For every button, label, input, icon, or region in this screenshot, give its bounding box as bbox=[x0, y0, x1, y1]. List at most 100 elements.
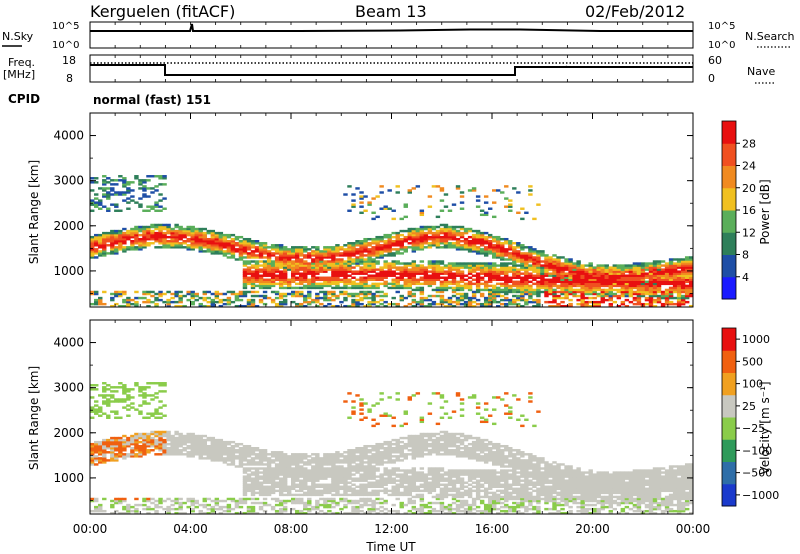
power-cell bbox=[524, 300, 529, 304]
power-cell bbox=[652, 290, 658, 294]
velocity-cell bbox=[150, 398, 155, 401]
velocity-cell bbox=[146, 505, 151, 509]
power-cell bbox=[568, 290, 573, 294]
power-cell bbox=[516, 211, 521, 215]
power-cell bbox=[592, 288, 597, 292]
velocity-cell bbox=[90, 416, 95, 419]
power-cell bbox=[242, 292, 248, 296]
power-cell bbox=[134, 227, 139, 231]
power-cell bbox=[206, 242, 211, 245]
power-cell bbox=[327, 256, 332, 259]
velocity-cell bbox=[262, 489, 268, 493]
velocity-cell bbox=[399, 475, 404, 478]
velocity-cell bbox=[186, 451, 191, 454]
power-cell bbox=[520, 254, 525, 257]
power-cell bbox=[238, 294, 244, 298]
velocity-cell bbox=[383, 447, 388, 450]
velocity-cell bbox=[242, 459, 248, 462]
power-cell bbox=[431, 237, 437, 241]
velocity-cell bbox=[395, 451, 400, 454]
velocity-cell bbox=[174, 451, 179, 454]
velocity-cell bbox=[299, 481, 304, 484]
power-cell bbox=[443, 205, 449, 208]
power-cell bbox=[592, 266, 597, 269]
power-cell bbox=[118, 179, 123, 182]
power-cell bbox=[315, 296, 320, 300]
velocity-cell bbox=[234, 501, 240, 505]
power-cell bbox=[315, 270, 320, 273]
velocity-cell bbox=[226, 505, 232, 509]
power-cell bbox=[222, 237, 228, 241]
velocity-cell bbox=[303, 493, 308, 497]
power-cell bbox=[492, 244, 497, 247]
power-cell bbox=[680, 302, 686, 306]
power-cell bbox=[475, 280, 481, 284]
power-cell bbox=[166, 240, 171, 243]
velocity-cell bbox=[218, 505, 224, 509]
power-cell bbox=[435, 288, 441, 292]
power-cell bbox=[158, 240, 163, 243]
power-cell bbox=[415, 278, 421, 282]
power-cell bbox=[395, 282, 400, 286]
power-cell bbox=[178, 300, 183, 304]
power-cell bbox=[568, 286, 573, 290]
power-cell bbox=[504, 258, 509, 261]
power-cell bbox=[487, 276, 493, 279]
power-cell bbox=[676, 266, 682, 269]
power-cell bbox=[500, 248, 505, 251]
power-cell bbox=[315, 294, 320, 298]
power-cell bbox=[367, 276, 372, 279]
power-cell bbox=[471, 264, 477, 267]
power-cell bbox=[315, 248, 320, 251]
cpid-label: CPID bbox=[8, 92, 40, 106]
power-cell bbox=[90, 290, 95, 294]
power-cell bbox=[166, 290, 171, 294]
power-cell bbox=[174, 290, 179, 294]
velocity-cell bbox=[311, 461, 316, 464]
power-cell bbox=[588, 262, 593, 265]
power-cell bbox=[282, 252, 288, 255]
power-cell bbox=[479, 288, 485, 292]
power-cell bbox=[664, 276, 670, 279]
velocity-cell bbox=[295, 463, 300, 466]
power-cell bbox=[254, 304, 260, 308]
power-cell bbox=[564, 286, 569, 290]
power-cell bbox=[375, 215, 380, 219]
power-cell bbox=[399, 266, 404, 269]
power-cell bbox=[616, 264, 622, 267]
power-cell bbox=[423, 240, 429, 243]
velocity-cell bbox=[250, 477, 256, 480]
power-cell bbox=[584, 272, 589, 275]
power-cell bbox=[443, 278, 449, 282]
power-cell bbox=[500, 258, 505, 261]
power-cell bbox=[624, 286, 630, 290]
power-cell bbox=[475, 240, 481, 243]
power-cell bbox=[652, 260, 658, 263]
power-cell bbox=[447, 237, 453, 241]
velocity-cell bbox=[102, 396, 107, 399]
power-cell bbox=[471, 244, 477, 247]
velocity-cell bbox=[327, 489, 332, 493]
power-cell bbox=[596, 278, 601, 282]
velocity-cell bbox=[303, 477, 308, 480]
power-cell bbox=[560, 286, 565, 290]
power-cell bbox=[415, 237, 421, 241]
velocity-cell bbox=[351, 453, 356, 456]
power-cell bbox=[114, 292, 119, 296]
power-cell bbox=[419, 290, 425, 294]
power-cell bbox=[266, 266, 272, 269]
power-cell bbox=[363, 260, 368, 263]
velocity-cell bbox=[90, 463, 95, 466]
power-cell bbox=[218, 250, 224, 253]
power-cell bbox=[487, 233, 493, 237]
power-cell bbox=[359, 292, 364, 296]
power-cell bbox=[210, 246, 216, 249]
power-cell bbox=[640, 274, 646, 277]
power-cell bbox=[483, 248, 489, 251]
power-cell bbox=[624, 274, 630, 277]
power-cell bbox=[660, 282, 666, 286]
power-cell bbox=[536, 260, 541, 263]
power-cell bbox=[142, 227, 147, 231]
power-cell bbox=[592, 286, 597, 290]
power-cell bbox=[580, 292, 585, 296]
